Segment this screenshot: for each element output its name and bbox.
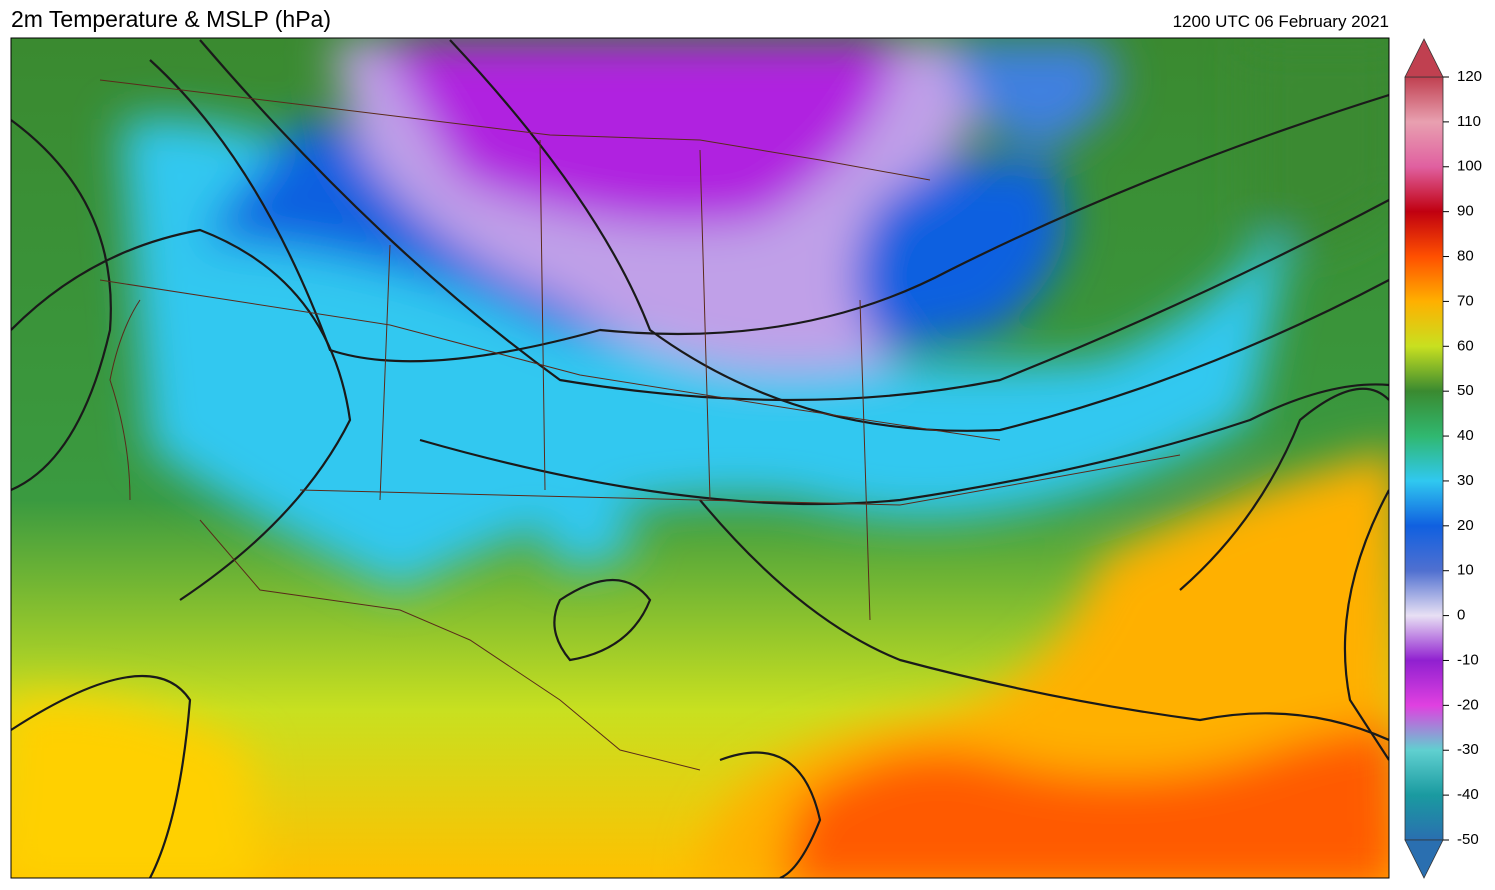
colorbar-tick-label: 10 <box>1457 562 1474 579</box>
colorbar-extend-bottom <box>1404 839 1444 879</box>
colorbar-tick-label: -40 <box>1457 786 1479 803</box>
colorbar-tick-label: -30 <box>1457 741 1479 758</box>
map-title: 2m Temperature & MSLP (hPa) <box>11 6 332 32</box>
colorbar-extend-top <box>1404 38 1444 78</box>
map-frame <box>10 37 1390 879</box>
colorbar-tick-label: -10 <box>1457 651 1479 668</box>
colorbar-tick-label: 120 <box>1457 68 1482 85</box>
colorbar-tick-label: -50 <box>1457 831 1479 848</box>
isobars <box>11 39 1389 878</box>
temperature-field <box>11 38 1389 878</box>
colorbar-tick-label: 100 <box>1457 158 1482 175</box>
colorbar-tick-label: 30 <box>1457 472 1474 489</box>
boundaries <box>99 79 1181 771</box>
colorbar: -50 -40 -30 -20 -10 0 10 20 30 40 50 60 70 80 90 100 110… <box>1404 38 1482 879</box>
colorbar-tick-label: 0 <box>1457 607 1465 624</box>
colorbar-tick-label: -20 <box>1457 696 1479 713</box>
colorbar-tick-label: 110 <box>1457 113 1481 130</box>
colorbar-tick-label: 50 <box>1457 382 1474 399</box>
colorbar-body <box>1404 76 1444 841</box>
colorbar-tick-label: 40 <box>1457 427 1474 444</box>
valid-time: 1200 UTC 06 February 2021 <box>1172 12 1389 31</box>
colorbar-tick-label: 80 <box>1457 247 1474 264</box>
colorbar-tick-label: 70 <box>1457 292 1474 309</box>
colorbar-tick-label: 60 <box>1457 337 1474 354</box>
colorbar-tick-label: 90 <box>1457 203 1474 220</box>
colorbar-tick-label: 20 <box>1457 517 1474 534</box>
